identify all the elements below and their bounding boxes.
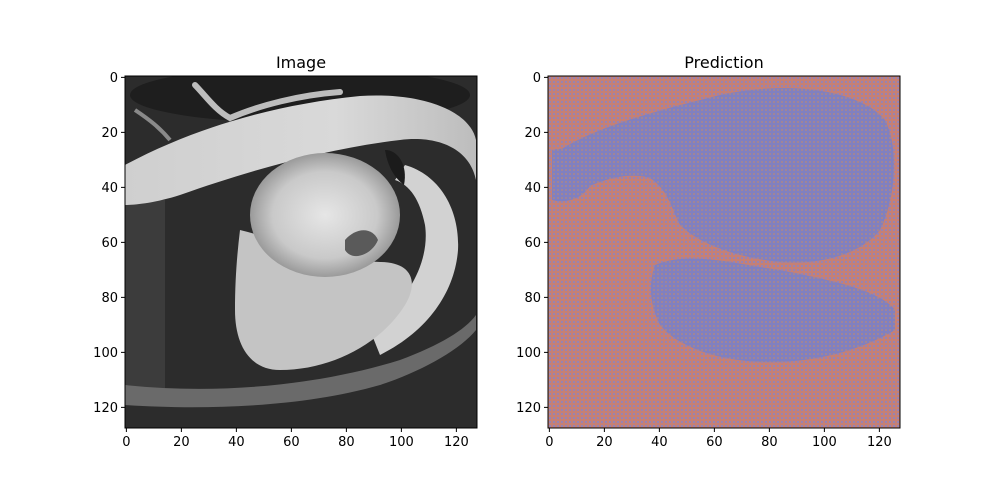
mri-papillary-dark (345, 230, 378, 257)
mri-small-vessel (133, 108, 172, 142)
mri-right-wall (370, 165, 459, 355)
image-panel-y-tick-label: 0 (110, 71, 118, 86)
image-panel-x-tick-label: 100 (389, 435, 414, 450)
prediction-panel-frame (547, 75, 901, 429)
image-panel: Image 0 20 40 60 80 100 120 0 20 40 60 80 100 120 (93, 53, 478, 450)
image-panel-y-axis: 0 20 40 60 80 100 120 (93, 71, 125, 416)
prediction-panel-x-axis: 0 20 40 60 80 100 120 (545, 428, 892, 450)
prediction-foreground-upper (560, 88, 895, 263)
prediction-panel-y-tick-label: 80 (524, 291, 541, 306)
mri-blood-pool (250, 153, 400, 277)
prediction-panel-title: Prediction (684, 53, 763, 72)
image-panel-title: Image (276, 53, 326, 72)
mri-dark-region-left (125, 200, 165, 390)
mri-thin-vessel (192, 82, 343, 122)
prediction-panel-y-tick-label: 20 (524, 126, 541, 141)
image-panel-x-tick-label: 20 (173, 435, 190, 450)
prediction-foreground-lower (650, 258, 895, 363)
mri-upper-band (125, 95, 476, 205)
image-panel-y-tick-label: 100 (93, 346, 118, 361)
image-panel-x-axis: 0 20 40 60 80 100 120 (122, 428, 469, 450)
prediction-panel: Prediction 0 20 40 60 80 100 120 0 20 40 60 80 100 1… (516, 53, 901, 450)
mri-dark-notch (385, 150, 405, 185)
image-panel-x-tick-label: 80 (338, 435, 355, 450)
prediction-panel-y-tick-label: 100 (516, 346, 541, 361)
prediction-panel-x-tick-label: 100 (812, 435, 837, 450)
prediction-panel-y-tick-label: 40 (524, 181, 541, 196)
image-panel-y-tick-label: 120 (93, 401, 118, 416)
prediction-panel-y-tick-label: 120 (516, 401, 541, 416)
prediction-panel-x-tick-label: 0 (545, 435, 553, 450)
mri-bottom-band (125, 315, 476, 408)
prediction-panel-y-tick-label: 60 (524, 236, 541, 251)
image-panel-x-tick-label: 120 (444, 435, 469, 450)
prediction-panel-x-tick-label: 120 (867, 435, 892, 450)
prediction-panel-y-tick-label: 0 (533, 71, 541, 86)
prediction-panel-x-tick-label: 20 (596, 435, 613, 450)
prediction-panel-x-tick-label: 80 (761, 435, 778, 450)
image-panel-y-tick-label: 60 (101, 236, 118, 251)
prediction-panel-x-tick-label: 40 (651, 435, 668, 450)
image-panel-y-tick-label: 80 (101, 291, 118, 306)
prediction-panel-y-axis: 0 20 40 60 80 100 120 (516, 71, 548, 416)
image-panel-y-tick-label: 20 (101, 126, 118, 141)
prediction-foreground-left (552, 148, 595, 202)
mri-image (125, 76, 477, 428)
image-panel-x-tick-label: 40 (228, 435, 245, 450)
image-panel-x-tick-label: 60 (283, 435, 300, 450)
prediction-map (548, 76, 900, 428)
image-panel-x-tick-label: 0 (122, 435, 130, 450)
image-panel-y-tick-label: 40 (101, 181, 118, 196)
image-panel-frame (124, 75, 478, 429)
prediction-panel-x-tick-label: 60 (706, 435, 723, 450)
